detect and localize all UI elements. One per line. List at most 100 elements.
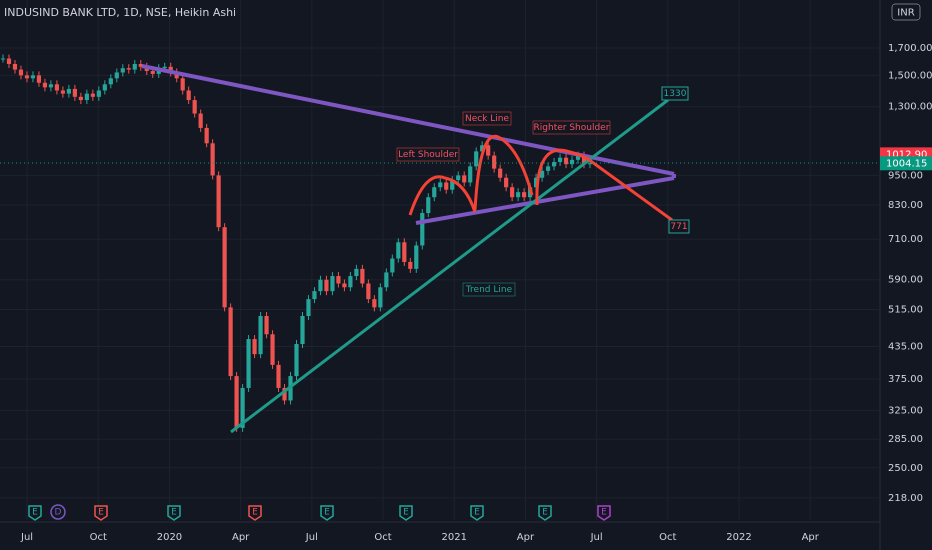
y-tick-label: 710.00	[888, 234, 923, 245]
candle-body	[522, 192, 527, 198]
target-down-label: 771	[670, 222, 687, 232]
candle-body	[252, 339, 257, 355]
candle-body	[330, 276, 335, 292]
price-tag-label: 1012.90	[886, 149, 927, 160]
candle-body	[324, 279, 329, 292]
candle-body	[78, 96, 83, 101]
candle-body	[180, 78, 185, 91]
y-tick-label: 515.00	[888, 305, 923, 316]
candle-body	[516, 192, 521, 198]
candle-body	[504, 177, 509, 188]
candle-body	[557, 157, 563, 162]
candle-body	[36, 75, 42, 83]
candle-body	[120, 68, 125, 73]
candle-body	[96, 90, 101, 97]
candle-body	[438, 182, 443, 188]
candle-body	[48, 84, 54, 88]
candle-body	[396, 242, 401, 259]
price-tag-label: 1004.15	[886, 158, 927, 169]
candle-body	[210, 143, 215, 176]
event-label: E	[601, 508, 607, 518]
candle-body	[432, 187, 437, 198]
candle-body	[168, 66, 173, 73]
event-label: E	[474, 508, 480, 518]
candle-body	[162, 66, 167, 69]
candle-body	[563, 157, 569, 165]
candle-body	[84, 93, 89, 101]
candle-body	[204, 127, 209, 144]
candle-body	[6, 58, 12, 64]
candle-body	[587, 163, 593, 165]
neck-arc	[473, 134, 534, 211]
y-tick-label: 830.00	[888, 200, 923, 211]
y-tick-label: 590.00	[888, 275, 923, 286]
candle-body	[18, 69, 24, 76]
candle-body	[426, 197, 431, 214]
x-tick-label: Apr	[802, 532, 820, 543]
candle-body	[228, 307, 233, 377]
y-tick-label: 1,700.00	[888, 43, 932, 54]
candle-body	[174, 72, 179, 79]
candle-body	[114, 72, 119, 79]
candle-body	[138, 63, 143, 67]
left-shoulder-label: Left Shoulder	[398, 150, 458, 160]
y-tick-label: 325.00	[888, 405, 923, 416]
candle-body	[66, 88, 71, 94]
candle-body	[539, 170, 545, 178]
label-box	[462, 282, 516, 297]
x-tick-label: 2020	[157, 532, 182, 543]
candle-body	[462, 175, 467, 183]
currency[interactable]: INR	[897, 8, 914, 19]
neck-label: Neck Line	[465, 114, 510, 124]
y-tick-label: 218.00	[888, 493, 923, 504]
candle-body	[420, 213, 425, 246]
candle-body	[450, 180, 455, 190]
x-tick-label: Oct	[90, 532, 107, 543]
event-label: D	[55, 508, 62, 518]
label-box	[668, 219, 690, 234]
candle-body	[240, 387, 245, 428]
candle-body	[132, 63, 137, 70]
candle-body	[575, 155, 581, 160]
event-icon	[94, 505, 108, 521]
candle-body	[186, 90, 191, 101]
candle-body	[414, 245, 419, 269]
candle-body	[294, 343, 299, 377]
y-tick-label: 1,500.00	[888, 70, 932, 81]
candle-body	[54, 84, 60, 91]
currency-box[interactable]	[891, 3, 921, 21]
candle-body	[246, 339, 251, 388]
candle-body	[360, 268, 365, 284]
candle-body	[198, 113, 203, 128]
event-label: E	[542, 508, 548, 518]
candle-body	[581, 155, 587, 165]
event-label: E	[171, 508, 177, 518]
candle-body	[258, 315, 263, 355]
trend-line	[230, 98, 669, 434]
candle-body	[30, 75, 36, 79]
event-label: E	[98, 508, 104, 518]
event-icon	[248, 505, 262, 521]
candle-body	[192, 100, 197, 114]
candle-body	[276, 364, 281, 388]
event-icon	[28, 505, 42, 521]
x-tick-label: Apr	[517, 532, 535, 543]
candle-body	[312, 291, 317, 300]
event-icon	[538, 505, 552, 521]
y-tick-label: 950.00	[888, 170, 923, 181]
trend-label: Trend Line	[465, 285, 513, 295]
price-tag	[880, 156, 932, 171]
candle-body	[474, 151, 479, 167]
candle-body	[342, 283, 347, 288]
x-tick-label: Oct	[374, 532, 391, 543]
candle-body	[551, 161, 557, 167]
event-label: E	[32, 508, 38, 518]
candle-body	[378, 287, 383, 308]
candle-body	[264, 315, 269, 335]
y-tick-label: 1,300.00	[888, 102, 932, 113]
right-shoulder-arc	[535, 148, 673, 222]
event-icon	[167, 505, 181, 521]
candle-body	[569, 159, 575, 165]
